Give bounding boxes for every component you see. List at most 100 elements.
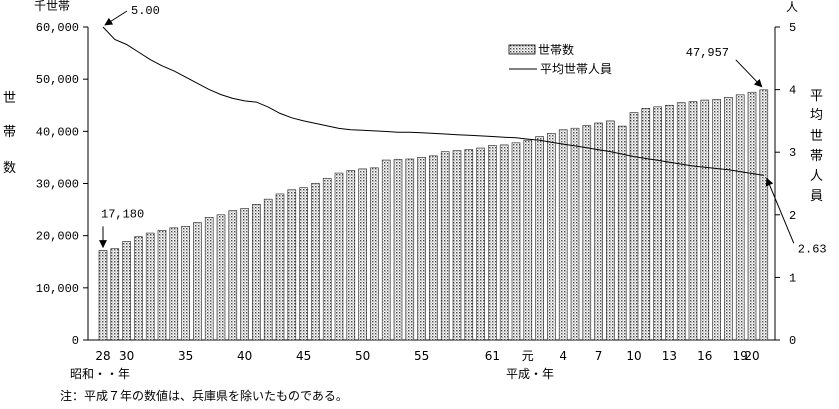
bar: [322, 177, 332, 341]
bar: [653, 106, 662, 341]
bar: [641, 108, 651, 341]
legend-swatch-households: [508, 44, 536, 55]
bar: [405, 158, 415, 341]
x-era-label-heisei: 平成・年: [506, 367, 554, 381]
annotation-label: 47,957: [686, 46, 729, 60]
x-era-label-showa: 昭和・・年: [70, 367, 130, 381]
left-axis-title-char: 数: [3, 161, 16, 176]
bar: [429, 155, 438, 341]
x-tick-label: 4: [559, 349, 567, 363]
x-tick-label: 元: [522, 349, 534, 363]
bar: [499, 144, 509, 341]
bar: [665, 104, 674, 341]
bar: [157, 230, 167, 341]
bar: [417, 157, 426, 341]
annotation-label: 5.00: [131, 4, 160, 18]
bar: [476, 147, 485, 341]
left-tick-label: 50,000: [36, 73, 79, 87]
right-tick-label: 0: [789, 334, 796, 348]
bar: [712, 99, 721, 341]
x-tick-label: 35: [178, 349, 193, 363]
bar: [181, 225, 190, 341]
right-tick-label: 1: [789, 271, 796, 285]
bar: [299, 187, 308, 341]
right-axis-ticks: 0 1 2 3 4 5: [775, 21, 796, 348]
bar: [252, 204, 261, 341]
left-tick-label: 10,000: [36, 282, 79, 296]
x-tick-label: 20: [744, 349, 759, 363]
bar: [700, 99, 710, 341]
left-axis-title-char: 世: [3, 91, 16, 106]
line-series-avg-household-size: [102, 26, 764, 176]
bar: [464, 149, 474, 341]
annotation-arrow: [104, 10, 128, 26]
x-tick-label: 7: [595, 349, 603, 363]
x-tick-label: 55: [414, 349, 429, 363]
left-tick-label: 40,000: [36, 125, 79, 139]
bar: [629, 112, 639, 341]
bar: [381, 159, 391, 341]
right-axis-unit: 人: [786, 0, 798, 14]
bar: [311, 183, 320, 341]
bar: [334, 172, 344, 341]
bar: [617, 125, 627, 341]
right-axis-title-char: 平: [810, 89, 823, 104]
bar: [594, 122, 603, 341]
bar: [724, 97, 733, 341]
bar: [169, 227, 179, 341]
bar: [606, 120, 615, 341]
left-tick-label: 20,000: [36, 230, 79, 244]
right-axis-title-char: 人: [810, 169, 823, 184]
right-axis-title-char: 員: [810, 189, 823, 204]
annotation-arrow: [765, 177, 795, 244]
bar: [547, 133, 556, 341]
bar: [582, 125, 592, 341]
bar: [393, 159, 403, 341]
bar: [204, 217, 214, 341]
bar: [216, 214, 226, 341]
left-tick-label: 0: [72, 334, 79, 348]
x-tick-label: 61: [485, 349, 500, 363]
x-tick-label: 13: [662, 349, 677, 363]
right-tick-label: 5: [789, 21, 796, 35]
bar: [145, 232, 155, 341]
bar: [676, 102, 686, 341]
right-tick-label: 4: [789, 84, 796, 98]
bar: [570, 127, 580, 341]
bar: [440, 151, 450, 341]
right-tick-label: 2: [789, 209, 796, 223]
bar: [688, 101, 698, 341]
x-tick-label: 10: [626, 349, 641, 363]
bar: [759, 89, 769, 341]
bar: [134, 236, 143, 341]
bar: [287, 189, 297, 341]
bar: [370, 167, 379, 341]
bar-series-households: [98, 89, 769, 341]
annotation-arrow: [735, 59, 763, 88]
x-tick-label: 45: [296, 349, 311, 363]
bar: [122, 241, 131, 341]
bar: [98, 250, 108, 341]
annotation-label: 17,180: [101, 207, 144, 221]
bar: [275, 193, 285, 341]
left-axis-unit: 千世帯: [34, 0, 70, 13]
bar: [263, 198, 273, 341]
bar: [558, 129, 568, 341]
footnote: 注：平成７年の数値は、兵庫県を除いたものである。: [60, 389, 348, 403]
x-tick-label: 40: [237, 349, 252, 363]
legend: 世帯数 平均世帯人員: [508, 42, 612, 76]
left-tick-label: 30,000: [36, 178, 79, 192]
bar: [523, 139, 533, 341]
bar: [511, 142, 521, 341]
bar: [358, 168, 367, 341]
bar: [488, 145, 497, 341]
right-axis-title-char: 帯: [810, 149, 823, 164]
annotations: 5.00 17,180 47,957 2.63: [99, 4, 827, 256]
right-tick-label: 3: [789, 146, 796, 160]
bar: [735, 94, 745, 341]
x-tick-label: 30: [119, 349, 134, 363]
left-tick-label: 60,000: [36, 21, 79, 35]
bar: [228, 210, 238, 341]
bar: [110, 248, 120, 341]
